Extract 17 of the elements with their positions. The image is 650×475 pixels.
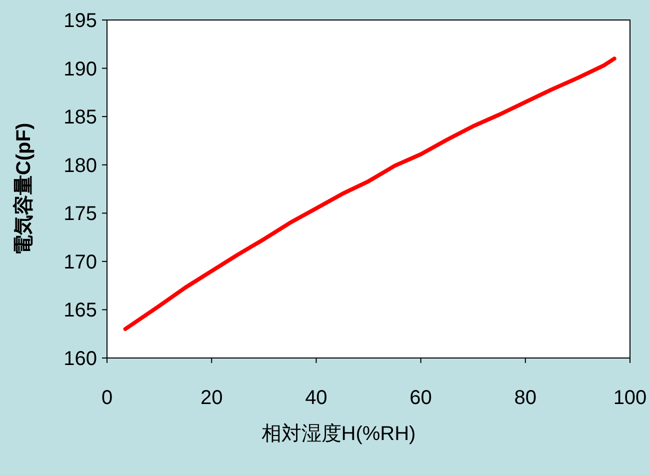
y-tick-label: 160 [64, 348, 97, 370]
x-tick-label: 0 [101, 387, 113, 409]
y-axis-title: 電気容量C(pF) [12, 122, 35, 256]
x-axis-title: 相対湿度H(%RH) [261, 423, 416, 445]
x-tick-label: 100 [613, 387, 647, 409]
y-tick-label: 195 [64, 10, 97, 32]
y-tick-label: 175 [64, 203, 97, 226]
x-tick-label: 40 [305, 387, 328, 409]
line-series [123, 56, 616, 332]
y-tick-label: 170 [64, 251, 97, 274]
x-tick-label: 80 [514, 387, 537, 409]
y-tick-label: 190 [64, 58, 97, 80]
y-tick-label: 165 [64, 300, 97, 322]
x-tick-label: 20 [200, 387, 223, 409]
x-tick-label: 60 [410, 387, 432, 409]
y-tick-label: 180 [64, 154, 97, 177]
y-tick-label: 185 [64, 106, 97, 129]
